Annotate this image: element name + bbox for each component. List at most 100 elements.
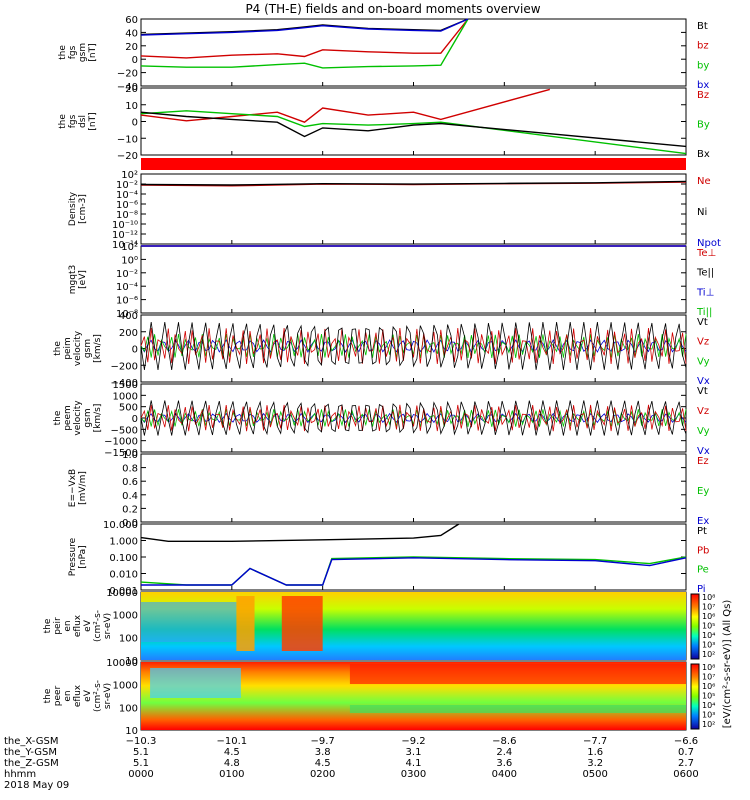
y-axis-label-line: the xyxy=(43,618,53,633)
y-tick-label: 0 xyxy=(132,118,138,129)
y-axis-label: Pressure[nPa] xyxy=(68,537,88,576)
y-axis-label: thefgsgsm[nT] xyxy=(58,43,98,62)
legend-entry: Pt xyxy=(697,526,707,537)
y-tick-label: −1500 xyxy=(104,448,138,459)
legend-entry: Vz xyxy=(697,337,709,348)
x-column-value: 5.1 xyxy=(133,758,149,769)
y-axis-label-line: [nT] xyxy=(88,112,98,130)
y-tick-label: −40 xyxy=(117,82,138,93)
y-tick-label: −200 xyxy=(111,361,138,372)
legend-entry: by xyxy=(697,60,709,71)
panel-frame-peim_velocity xyxy=(140,314,687,383)
y-axis-label-line: the xyxy=(53,341,63,356)
colorbar-tick: 10² xyxy=(702,650,715,659)
y-tick-label: −20 xyxy=(117,69,138,80)
velocity-trace-4-3 xyxy=(140,321,687,371)
x-column-value: 0.7 xyxy=(678,747,694,758)
x-column-value: −9.2 xyxy=(401,736,425,747)
legend-entry: Ez xyxy=(697,456,709,467)
colorbar-tick: 10⁴ xyxy=(702,631,715,640)
series-fgs_gsm-0 xyxy=(140,18,469,36)
legend-entry: bx xyxy=(697,80,709,91)
y-axis-label-line: en xyxy=(63,620,73,631)
x-column-value: −10.3 xyxy=(126,736,157,747)
y-axis-label-line: [km/s] xyxy=(93,404,103,433)
series-fgs_gsm-1 xyxy=(140,18,469,59)
legend-entry: Vx xyxy=(697,376,710,387)
legend-entry: Vz xyxy=(697,406,709,417)
y-tick-label: 10⁻² xyxy=(116,180,138,191)
y-axis-label-line: [eV] xyxy=(78,270,88,289)
y-tick-label: 0.010 xyxy=(109,570,138,581)
y-tick-label: 10⁻⁴ xyxy=(116,190,138,201)
x-column-value: 2.4 xyxy=(496,747,512,758)
y-tick-label: −1000 xyxy=(104,437,138,448)
legend-entry: Te⊥ xyxy=(696,248,716,259)
y-axis-label-line: dsl xyxy=(78,115,88,128)
series-fgs_gsm-3 xyxy=(140,18,469,36)
y-tick-label: 10⁻² xyxy=(116,269,138,280)
legend-entry: Bx xyxy=(697,149,710,160)
y-tick-label: 10⁻⁴ xyxy=(116,282,138,293)
y-axis-label-line: [nT] xyxy=(88,43,98,61)
y-axis-label-line: (cm²-s- xyxy=(93,680,103,712)
y-tick-label: 1000 xyxy=(113,681,138,692)
y-tick-label: 10000 xyxy=(106,658,138,669)
series-fgs_dsl-5 xyxy=(140,110,687,155)
y-axis-label-line: [cm-3] xyxy=(78,194,88,224)
y-tick-label: 40 xyxy=(125,28,138,39)
legend-entry: Vy xyxy=(697,356,710,367)
series-fgs_dsl-6 xyxy=(140,111,687,148)
legend-entry: Ti⊥ xyxy=(696,287,714,298)
y-axis-label-line: (cm²-s- xyxy=(93,610,103,642)
y-tick-label: 0 xyxy=(132,414,138,425)
y-tick-label: 0.6 xyxy=(122,477,138,488)
panels: 6040200−20−40thefgsgsm[nT]Btbzbybx20100−… xyxy=(43,15,721,737)
colorbar-tick: 10⁵ xyxy=(702,622,715,631)
series-density-8 xyxy=(140,180,687,186)
x-column-value: 4.5 xyxy=(224,747,240,758)
x-column-value: 3.1 xyxy=(406,747,422,758)
y-tick-label: 1.0 xyxy=(122,450,138,461)
y-tick-label: 400 xyxy=(119,311,138,322)
y-tick-label: 1000 xyxy=(113,391,138,402)
y-axis-label-line: peir xyxy=(53,617,63,635)
y-axis-label: E=−VxB[mV/m] xyxy=(68,469,88,507)
y-tick-label: 10000 xyxy=(106,588,138,599)
y-axis-label-line: fgs xyxy=(68,45,78,59)
y-axis-label-line: gsm xyxy=(78,43,88,62)
colorbar-upper xyxy=(690,593,700,660)
y-axis-label-line: E=−VxB xyxy=(68,469,78,507)
legend-entry: Vx xyxy=(697,446,710,457)
y-axis-label-line: peem xyxy=(63,405,73,431)
x-row-label: 2018 May 09 xyxy=(4,780,69,791)
y-axis-label: thepeimvelocitygsm[km/s] xyxy=(53,330,103,366)
peer-green-band xyxy=(349,705,686,713)
colorbar-lower xyxy=(690,663,700,730)
x-row-label: hhmm xyxy=(4,769,36,780)
series-pressure-11 xyxy=(140,523,460,542)
y-tick-label: 1500 xyxy=(113,380,138,391)
x-column-value: 4.5 xyxy=(315,758,331,769)
y-axis-label-line: velocity xyxy=(73,330,83,366)
y-tick-label: 10⁻¹² xyxy=(112,230,138,241)
peer-cool-region xyxy=(150,668,241,698)
y-axis-label-line: sr-eV) xyxy=(103,613,113,639)
x-column-value: 2.7 xyxy=(678,758,694,769)
x-column-value: 3.8 xyxy=(315,747,331,758)
y-tick-label: −20 xyxy=(117,151,138,162)
y-tick-label: 10 xyxy=(125,656,138,667)
y-axis-label-line: eflux xyxy=(73,684,83,707)
y-tick-label: 0.001 xyxy=(109,586,138,597)
data-traces xyxy=(140,18,687,586)
legend-entry: Ni xyxy=(697,207,707,218)
x-row-label: the_X-GSM xyxy=(4,736,58,747)
y-axis-label-line: the xyxy=(53,410,63,425)
y-tick-label: 10⁻⁶ xyxy=(116,296,138,307)
x-column-value: −9.7 xyxy=(311,736,335,747)
panel-frame-efield xyxy=(140,453,687,523)
colorbar: 10⁸10⁷10⁶10⁵10⁴10³10²10⁸10⁷10⁶10⁵10⁴10³1… xyxy=(690,593,733,730)
series-pressure-13 xyxy=(141,557,687,586)
y-tick-label: 10² xyxy=(121,170,138,181)
